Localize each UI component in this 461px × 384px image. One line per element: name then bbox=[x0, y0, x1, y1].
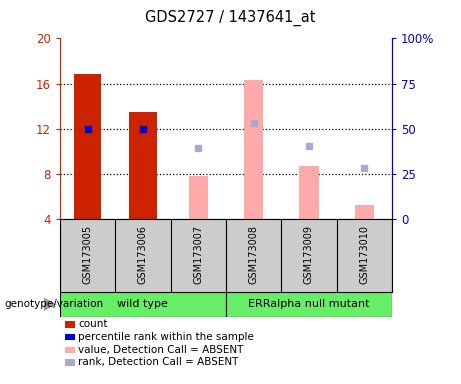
Text: GSM173009: GSM173009 bbox=[304, 225, 314, 284]
Text: GSM173007: GSM173007 bbox=[193, 225, 203, 284]
Bar bbox=[355, 205, 374, 219]
Text: GDS2727 / 1437641_at: GDS2727 / 1437641_at bbox=[145, 10, 316, 26]
Text: GSM173008: GSM173008 bbox=[248, 225, 259, 284]
Text: count: count bbox=[78, 319, 108, 329]
Text: rank, Detection Call = ABSENT: rank, Detection Call = ABSENT bbox=[78, 358, 239, 367]
Bar bbox=[189, 176, 208, 219]
Text: wild type: wild type bbox=[118, 299, 168, 310]
Text: ERRalpha null mutant: ERRalpha null mutant bbox=[248, 299, 370, 310]
Text: GSM173006: GSM173006 bbox=[138, 225, 148, 284]
FancyBboxPatch shape bbox=[226, 292, 392, 317]
Text: GSM173005: GSM173005 bbox=[83, 225, 93, 284]
Text: GSM173010: GSM173010 bbox=[359, 225, 369, 284]
Bar bbox=[299, 166, 319, 219]
Bar bbox=[244, 80, 263, 219]
Text: genotype/variation: genotype/variation bbox=[5, 299, 104, 310]
Bar bbox=[74, 74, 101, 219]
FancyBboxPatch shape bbox=[60, 292, 226, 317]
Text: percentile rank within the sample: percentile rank within the sample bbox=[78, 332, 254, 342]
Bar bbox=[129, 112, 157, 219]
Polygon shape bbox=[44, 298, 57, 311]
Text: value, Detection Call = ABSENT: value, Detection Call = ABSENT bbox=[78, 345, 244, 355]
